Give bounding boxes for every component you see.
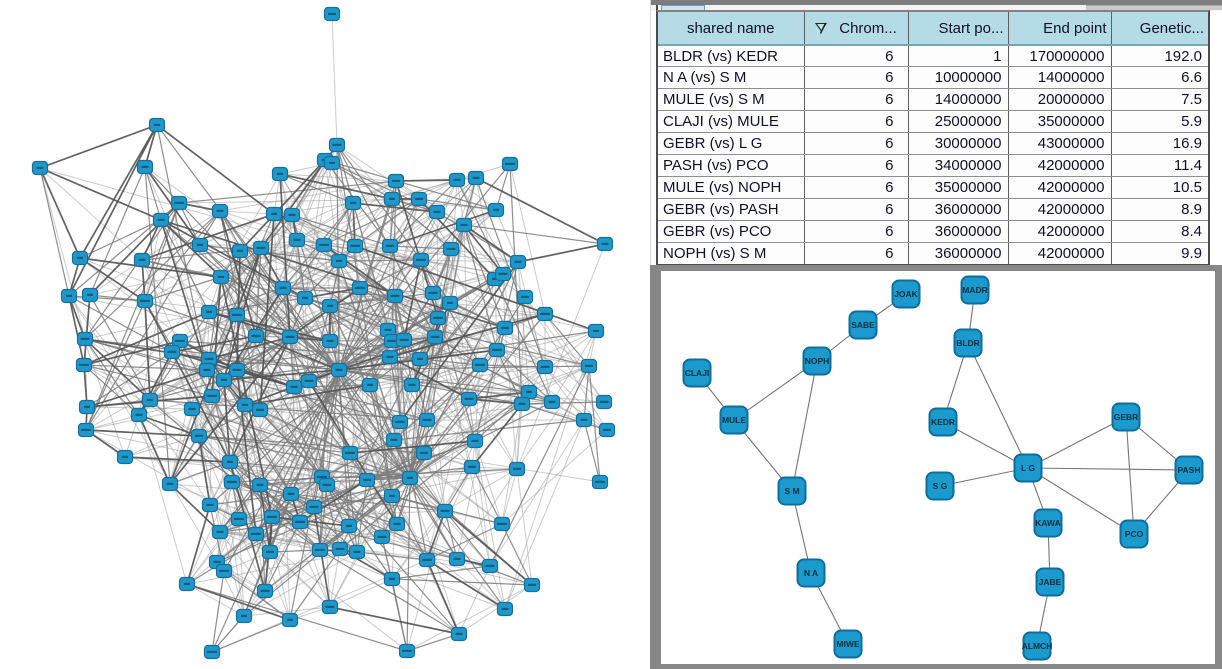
- svg-text:L G: L G: [1021, 463, 1035, 473]
- svg-text:PCO: PCO: [1125, 529, 1144, 539]
- svg-text:JABE: JABE: [1039, 577, 1062, 587]
- svg-text:MADR: MADR: [962, 285, 988, 295]
- svg-text:S M: S M: [784, 486, 799, 496]
- svg-text:PASH: PASH: [1178, 465, 1201, 475]
- svg-text:MIWE: MIWE: [836, 639, 859, 649]
- svg-text:GEBR: GEBR: [1114, 412, 1139, 422]
- svg-text:BLDR: BLDR: [956, 338, 980, 348]
- svg-text:SABE: SABE: [851, 320, 875, 330]
- svg-text:MULE: MULE: [722, 415, 746, 425]
- svg-text:S G: S G: [933, 481, 948, 491]
- svg-text:N A: N A: [804, 568, 818, 578]
- svg-text:CLAJI: CLAJI: [685, 368, 710, 378]
- svg-text:KEDR: KEDR: [931, 417, 955, 427]
- svg-text:ALMCH: ALMCH: [1022, 641, 1053, 651]
- svg-text:JOAK: JOAK: [894, 289, 918, 299]
- svg-text:KAWA: KAWA: [1035, 518, 1061, 528]
- svg-text:NOPH: NOPH: [805, 356, 830, 366]
